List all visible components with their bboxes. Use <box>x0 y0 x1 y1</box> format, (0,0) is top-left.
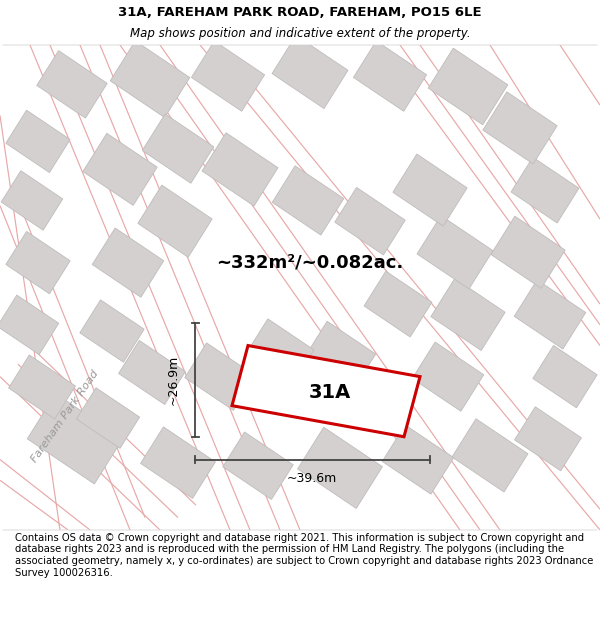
Polygon shape <box>483 92 557 164</box>
Polygon shape <box>412 342 484 411</box>
Polygon shape <box>80 300 144 362</box>
Text: 31A, FAREHAM PARK ROAD, FAREHAM, PO15 6LE: 31A, FAREHAM PARK ROAD, FAREHAM, PO15 6L… <box>118 6 482 19</box>
Polygon shape <box>0 295 59 354</box>
Polygon shape <box>515 407 581 471</box>
Polygon shape <box>185 343 255 411</box>
Text: ~26.9m: ~26.9m <box>167 354 180 405</box>
Polygon shape <box>223 432 293 499</box>
Polygon shape <box>382 425 454 494</box>
Polygon shape <box>83 133 157 206</box>
Polygon shape <box>452 419 528 492</box>
Polygon shape <box>138 185 212 258</box>
Text: ~39.6m: ~39.6m <box>287 472 337 484</box>
Text: ~332m²/~0.082ac.: ~332m²/~0.082ac. <box>217 254 404 272</box>
Polygon shape <box>364 271 432 337</box>
Polygon shape <box>304 321 376 391</box>
Polygon shape <box>335 188 405 255</box>
Polygon shape <box>191 41 265 111</box>
Polygon shape <box>514 280 586 349</box>
Polygon shape <box>246 319 314 384</box>
Polygon shape <box>27 394 123 484</box>
Polygon shape <box>428 48 508 125</box>
Polygon shape <box>110 41 190 118</box>
Polygon shape <box>272 166 344 235</box>
Text: Map shows position and indicative extent of the property.: Map shows position and indicative extent… <box>130 28 470 40</box>
Polygon shape <box>76 388 140 448</box>
Polygon shape <box>491 216 565 288</box>
Polygon shape <box>298 428 382 508</box>
Polygon shape <box>142 114 214 183</box>
Polygon shape <box>140 427 215 498</box>
Polygon shape <box>1 171 63 230</box>
Polygon shape <box>6 231 70 294</box>
Text: 31A: 31A <box>309 382 351 402</box>
Polygon shape <box>92 228 164 298</box>
Text: Contains OS data © Crown copyright and database right 2021. This information is : Contains OS data © Crown copyright and d… <box>15 533 593 578</box>
Text: Fareham Park Road: Fareham Park Road <box>29 368 101 464</box>
Polygon shape <box>8 355 76 419</box>
Polygon shape <box>431 278 505 351</box>
Polygon shape <box>119 341 185 404</box>
Polygon shape <box>393 154 467 226</box>
Polygon shape <box>202 132 278 206</box>
Polygon shape <box>6 110 70 173</box>
Polygon shape <box>511 157 579 223</box>
Polygon shape <box>272 36 348 109</box>
Polygon shape <box>417 216 493 289</box>
Polygon shape <box>353 41 427 111</box>
Polygon shape <box>533 346 597 408</box>
Polygon shape <box>232 346 420 437</box>
Polygon shape <box>37 51 107 118</box>
